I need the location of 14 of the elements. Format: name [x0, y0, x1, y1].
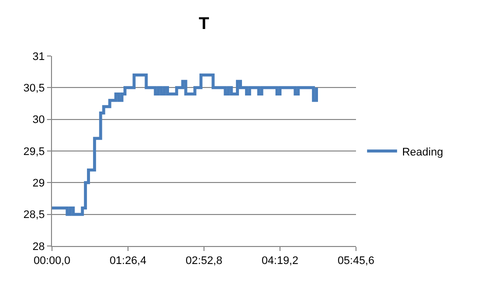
chart-title: T	[198, 14, 210, 34]
y-tick-label: 30,5	[23, 82, 45, 95]
x-tick-label: 00:00,0	[34, 255, 70, 268]
y-tick-label: 29,5	[23, 146, 45, 158]
y-tick-label: 28,5	[23, 209, 45, 222]
legend-label: Reading	[402, 146, 444, 158]
x-tick-label: 01:26,4	[110, 255, 146, 268]
y-tick-label: 28	[32, 240, 45, 253]
y-tick-label: 30	[32, 114, 45, 126]
x-tick-label: 05:45,6	[338, 255, 374, 268]
y-tick-label: 31	[32, 50, 45, 63]
x-tick-label: 02:52,8	[186, 255, 222, 268]
y-tick-label: 29	[32, 178, 45, 190]
x-tick-label: 04:19,2	[262, 255, 298, 268]
